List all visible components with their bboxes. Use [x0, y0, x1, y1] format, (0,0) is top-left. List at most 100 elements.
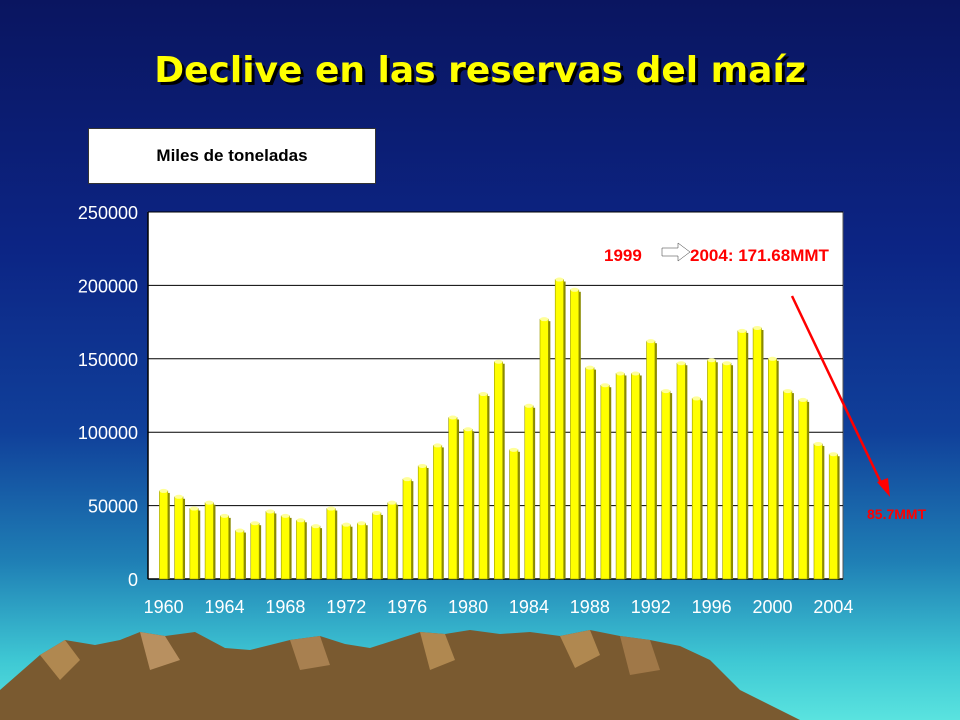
bar-1991 [631, 373, 640, 580]
x-tick-label-2000: 2000 [752, 597, 792, 617]
bar-top-1976 [402, 477, 412, 482]
bar-1996 [707, 359, 717, 580]
x-tick-label-1968: 1968 [265, 597, 305, 617]
bar-1976 [402, 478, 412, 580]
x-tick-label-1960: 1960 [144, 597, 184, 617]
bar-1983 [509, 449, 519, 580]
bar-top-1964 [220, 513, 229, 518]
bar-top-1985 [539, 317, 549, 322]
y-tick-label-250000: 250000 [78, 203, 138, 223]
y-tick-label-100000: 100000 [78, 423, 138, 443]
bar-1968 [280, 515, 290, 580]
annotation-end-value: 85.7MMT [867, 506, 927, 522]
bar-top-2001 [783, 389, 792, 394]
bar-top-1971 [326, 506, 336, 511]
page-title: Declive en las reservas del maíz [154, 50, 806, 91]
bar-top-1983 [509, 447, 518, 452]
bar-1972 [341, 524, 351, 580]
bar-top-1965 [235, 528, 244, 533]
bar-top-1992 [646, 339, 655, 344]
decline-line [790, 295, 885, 488]
x-tick-label-1988: 1988 [570, 597, 610, 617]
bar-top-1967 [265, 509, 275, 514]
bar-1998 [737, 330, 747, 580]
bar-1999 [752, 327, 762, 580]
bar-1985 [539, 318, 549, 580]
y-tick-label-0: 0 [128, 570, 138, 590]
bar-1973 [357, 522, 366, 580]
bar-top-1987 [570, 287, 579, 292]
bar-1984 [524, 405, 534, 580]
bar-2001 [783, 390, 793, 580]
bar-top-1975 [387, 500, 397, 505]
unit-label-box: Miles de toneladas [88, 128, 376, 184]
bar-top-1997 [722, 361, 732, 366]
bar-1964 [220, 515, 229, 580]
bar-top-1986 [555, 277, 564, 282]
bar-top-1960 [159, 488, 168, 493]
x-tick-label-1964: 1964 [204, 597, 244, 617]
bar-top-1966 [250, 521, 260, 526]
unit-label: Miles de toneladas [156, 146, 308, 165]
x-tick-label-1984: 1984 [509, 597, 549, 617]
bar-1997 [722, 362, 732, 580]
bar-2002 [798, 399, 808, 580]
bar-1966 [250, 522, 260, 580]
bar-top-1969 [296, 518, 305, 523]
bar-2000 [768, 358, 777, 580]
bar-1962 [189, 508, 199, 580]
bar-1993 [661, 390, 671, 580]
bar-top-1994 [676, 361, 686, 366]
bar-top-1990 [616, 371, 625, 376]
bar-1960 [159, 490, 169, 580]
bar-top-2002 [798, 397, 808, 402]
bar-1992 [646, 340, 656, 580]
bar-top-1982 [494, 359, 503, 364]
annotation-start-year: 1999 [604, 246, 642, 265]
mountains-decoration [0, 630, 800, 720]
bar-1978 [433, 445, 443, 580]
bar-1989 [600, 384, 610, 580]
bar-top-1977 [418, 463, 427, 468]
bar-1986 [554, 279, 564, 580]
x-tick-label-1980: 1980 [448, 597, 488, 617]
bar-2003 [813, 443, 823, 580]
bar-1969 [296, 519, 306, 580]
bar-top-2004 [829, 452, 838, 457]
bar-1979 [448, 417, 458, 580]
x-tick-label-2004: 2004 [813, 597, 853, 617]
bar-top-1962 [189, 506, 199, 511]
bar-1971 [326, 508, 336, 580]
bar-1970 [311, 525, 321, 580]
bar-top-1996 [707, 358, 716, 363]
decline-arrowhead-icon [877, 478, 890, 497]
bar-1994 [676, 362, 686, 580]
bar-top-1968 [281, 513, 290, 518]
bar-2004 [828, 453, 838, 580]
annotation-period-value: 2004: 171.68MMT [690, 246, 830, 265]
bar-top-1989 [600, 383, 610, 388]
bar-top-1972 [342, 522, 351, 527]
bar-top-1978 [433, 443, 442, 448]
bar-top-2000 [768, 356, 777, 361]
bar-top-1993 [661, 389, 671, 394]
bar-top-1963 [205, 500, 214, 505]
y-tick-label-200000: 200000 [78, 276, 138, 296]
bar-top-1961 [174, 494, 184, 499]
bar-1965 [235, 530, 245, 580]
chart-area: 0 50000 100000 150000 200000 250000 1960 1964 19… [78, 203, 853, 617]
right-arrow-icon [661, 242, 691, 262]
bar-top-1981 [479, 392, 488, 397]
bar-1987 [570, 289, 580, 580]
chart-overlay: 1999 2004: 171.68MMT 85.7MMT [604, 242, 927, 522]
y-tick-label-50000: 50000 [88, 497, 138, 517]
x-tick-label-1992: 1992 [631, 597, 671, 617]
bar-top-2003 [813, 441, 823, 446]
bar-1974 [372, 512, 382, 580]
bar-top-1974 [372, 510, 381, 515]
bar-top-1995 [692, 396, 701, 401]
bar-1981 [478, 393, 488, 580]
bar-1995 [691, 398, 701, 580]
bar-top-1973 [357, 521, 366, 526]
